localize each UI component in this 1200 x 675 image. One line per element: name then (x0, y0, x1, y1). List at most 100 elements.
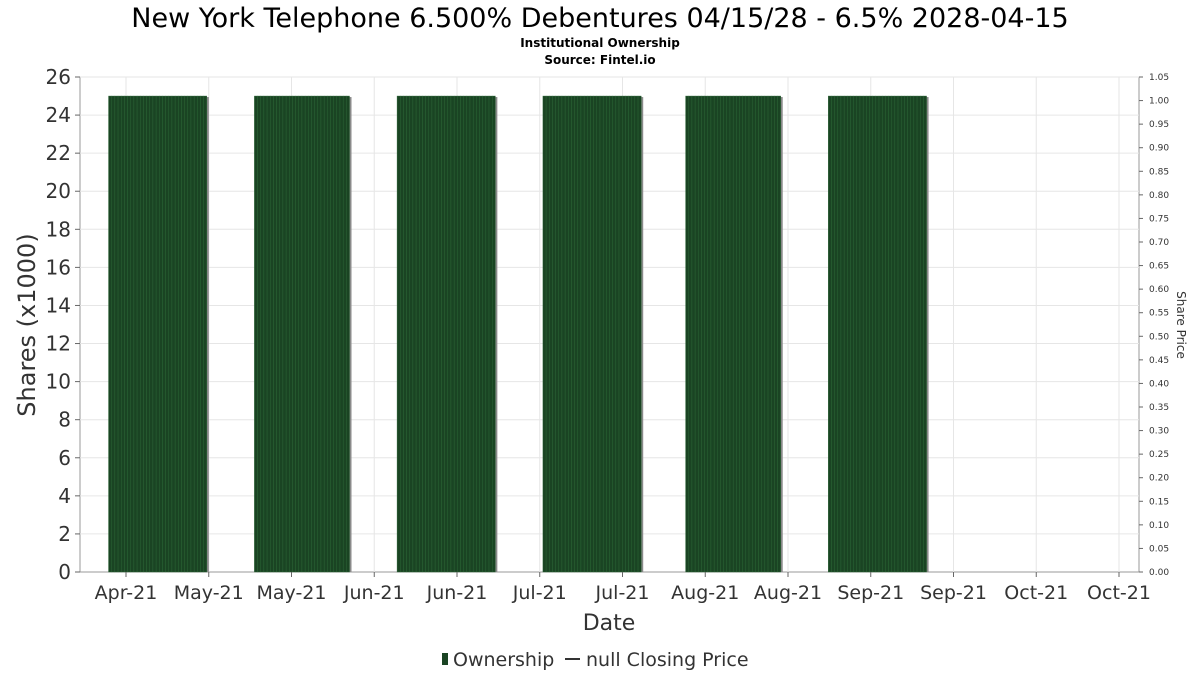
bar (298, 95, 303, 573)
bar (593, 95, 598, 573)
y2-axis: 0.00 0.05 0.10 0.15 0.20 0.25 0.30 0.35 0.40 0.45… (1139, 73, 1169, 578)
bar (469, 95, 474, 573)
y-tick-label: 16 (46, 255, 71, 279)
bar (875, 95, 880, 573)
bar (596, 95, 601, 573)
bar (894, 95, 899, 573)
bar (450, 95, 455, 573)
bar (428, 95, 433, 573)
y2-tick-label: 0.15 (1149, 497, 1169, 507)
x-tick-label: May-21 (174, 582, 244, 604)
bar (143, 95, 147, 573)
bar (403, 95, 407, 573)
bar (327, 95, 331, 573)
bar (419, 95, 423, 573)
y-tick-label: 20 (46, 179, 71, 203)
bar (457, 95, 461, 573)
x-tick-label: Oct-21 (1004, 582, 1068, 604)
bar (847, 95, 851, 573)
chart-source: Source: Fintel.io (544, 53, 655, 67)
bar (301, 95, 306, 573)
bar (431, 95, 436, 573)
bar (726, 95, 731, 573)
legend-ownership-label: Ownership (453, 649, 554, 671)
chart-title: New York Telephone 6.500% Debentures 04/… (131, 3, 1068, 34)
bar (412, 95, 417, 573)
bar (885, 95, 889, 573)
bar (124, 95, 128, 573)
bar (717, 95, 721, 573)
x-tick-label: Sep-21 (837, 582, 904, 604)
y2-tick-label: 0.90 (1149, 144, 1169, 154)
x-tick-label: Jun-21 (343, 582, 405, 604)
bar (260, 95, 265, 573)
bar (634, 95, 639, 573)
bar-block (685, 95, 781, 573)
bar (859, 95, 864, 573)
bar-block (254, 95, 350, 573)
bar (904, 95, 908, 573)
x-tick-label: Apr-21 (95, 582, 158, 604)
bar (491, 95, 496, 573)
bar (774, 95, 778, 573)
bar (485, 95, 490, 573)
bar (856, 95, 861, 573)
bar (127, 95, 131, 573)
bar (549, 95, 553, 573)
bar (850, 95, 854, 573)
bar (187, 95, 192, 573)
legend-price-label: null Closing Price (586, 649, 749, 671)
bar (701, 95, 705, 573)
bar-block (828, 95, 927, 573)
bar (463, 95, 468, 573)
y-tick-label: 24 (46, 103, 71, 127)
bar (764, 95, 769, 573)
y-tick-label: 10 (46, 370, 71, 394)
y2-tick-label: 0.70 (1149, 238, 1169, 248)
bar (117, 95, 122, 573)
bar (901, 95, 905, 573)
bar (618, 95, 623, 573)
y-tick-label: 14 (46, 293, 71, 317)
y2-tick-label: 0.55 (1149, 309, 1169, 319)
y2-tick-label: 0.95 (1149, 120, 1169, 130)
bar (897, 95, 902, 573)
y2-tick-label: 0.85 (1149, 167, 1169, 177)
bar (748, 95, 753, 573)
bar (472, 95, 477, 573)
bar (587, 95, 591, 573)
bar (872, 95, 877, 573)
bar (140, 95, 144, 573)
bar (599, 95, 604, 573)
bar (346, 95, 350, 573)
y-tick-label: 26 (46, 65, 71, 89)
bar (396, 95, 401, 573)
bar (580, 95, 585, 573)
y2-tick-label: 0.30 (1149, 427, 1169, 437)
bar (574, 95, 578, 573)
bar (691, 95, 696, 573)
y2-axis-label: Share Price (1174, 291, 1188, 359)
x-tick-label: Oct-21 (1087, 582, 1151, 604)
bar (121, 95, 125, 573)
bar (688, 95, 693, 573)
bar (184, 95, 189, 573)
bar (149, 95, 154, 573)
bar (273, 95, 277, 573)
y-tick-label: 18 (46, 217, 71, 241)
bar (111, 95, 116, 573)
y2-tick-label: 0.35 (1149, 403, 1169, 413)
bar (881, 95, 886, 573)
y2-tick-label: 0.45 (1149, 356, 1169, 366)
bar (853, 95, 858, 573)
bar (406, 95, 410, 573)
bar (704, 95, 708, 573)
x-tick-label: Jun-21 (426, 582, 488, 604)
bar (564, 95, 569, 573)
bar (434, 95, 439, 573)
bar (777, 95, 781, 573)
bar (136, 95, 141, 573)
bar (466, 95, 471, 573)
bars (108, 95, 929, 573)
